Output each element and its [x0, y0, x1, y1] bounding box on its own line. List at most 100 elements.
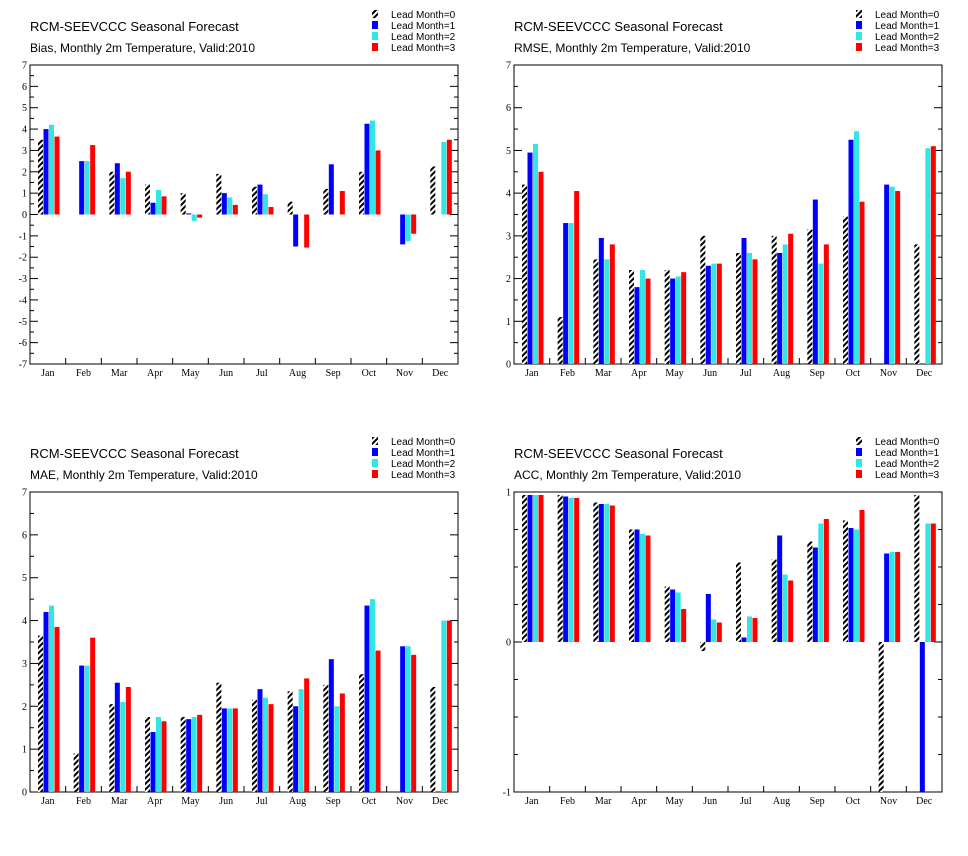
bar-mar-lead0 — [109, 704, 115, 792]
bar-jun-lead0 — [216, 682, 222, 792]
y-tick-label: 6 — [22, 82, 27, 93]
bar-jan-lead3 — [54, 627, 60, 792]
x-tick-label: Jan — [41, 368, 54, 379]
bar-nov-lead2 — [405, 646, 411, 792]
legend-swatch — [856, 470, 862, 478]
bar-nov-lead0 — [878, 642, 884, 792]
legend-swatch — [372, 448, 378, 456]
bar-feb-lead2 — [568, 223, 574, 364]
legend-swatch — [856, 21, 862, 29]
bar-jun-lead3 — [232, 204, 238, 215]
x-tick-label: May — [181, 368, 199, 379]
x-tick-label: Jun — [219, 368, 233, 379]
bar-dec-lead0 — [914, 495, 920, 642]
y-tick-label: 1 — [22, 189, 27, 200]
bar-sep-lead1 — [812, 199, 818, 364]
legend-label: Lead Month=0 — [391, 437, 456, 448]
chart-title: RCM-SEEVCCC Seasonal Forecast — [514, 19, 723, 34]
y-tick-label: 0 — [506, 638, 511, 649]
legend-label: Lead Month=3 — [391, 43, 456, 54]
x-tick-label: Dec — [916, 796, 933, 807]
legend-label: Lead Month=2 — [875, 459, 940, 470]
legend-label: Lead Month=3 — [391, 470, 456, 481]
bar-aug-lead0 — [287, 691, 293, 792]
bar-jul-lead2 — [747, 616, 752, 642]
bar-dec-lead3 — [446, 139, 452, 215]
bar-dec-lead1 — [919, 642, 925, 792]
bar-feb-lead2 — [84, 665, 90, 792]
y-tick-label: 7 — [22, 61, 27, 72]
bar-oct-lead1 — [848, 139, 854, 364]
legend-label: Lead Month=2 — [875, 32, 940, 43]
legend-label: Lead Month=1 — [875, 21, 940, 32]
chart-title: RCM-SEEVCCC Seasonal Forecast — [30, 19, 239, 34]
bar-feb-lead2 — [84, 161, 90, 215]
bar-apr-lead2 — [156, 189, 161, 215]
bar-jun-lead0 — [700, 235, 706, 364]
bar-nov-lead3 — [895, 552, 901, 642]
y-tick-label: 5 — [506, 146, 511, 157]
bar-jul-lead3 — [752, 259, 758, 364]
x-tick-label: Jul — [740, 796, 752, 807]
bar-sep-lead2 — [818, 523, 824, 642]
bar-sep-lead2 — [818, 263, 824, 364]
x-tick-label: Dec — [432, 368, 449, 379]
x-tick-label: Feb — [560, 796, 575, 807]
bar-jan-lead3 — [538, 171, 544, 364]
bar-may-lead0 — [180, 717, 186, 792]
bar-nov-lead1 — [884, 184, 890, 364]
bar-jun-lead1 — [221, 193, 227, 215]
x-tick-label: May — [665, 796, 683, 807]
chart-panel-3: RCM-SEEVCCC Seasonal Forecast ACC, Monthl… — [503, 437, 943, 807]
bar-may-lead2 — [191, 717, 197, 792]
bar-oct-lead0 — [359, 674, 364, 792]
y-tick-label: -5 — [19, 317, 27, 328]
x-tick-label: Jul — [256, 368, 268, 379]
bar-oct-lead2 — [370, 599, 375, 792]
y-tick-label: 0 — [22, 788, 27, 799]
y-tick-label: 6 — [22, 530, 27, 541]
bar-feb-lead3 — [574, 498, 580, 642]
bar-aug-lead1 — [777, 252, 783, 364]
bar-aug-lead0 — [771, 559, 777, 642]
bar-jan-lead3 — [538, 495, 544, 642]
bar-jan-lead1 — [43, 612, 49, 792]
x-tick-label: Oct — [362, 368, 377, 379]
bar-feb-lead3 — [574, 191, 580, 364]
x-tick-label: Sep — [326, 368, 341, 379]
y-tick-label: 7 — [506, 61, 511, 72]
legend-swatch — [856, 10, 862, 18]
bar-jul-lead3 — [268, 704, 274, 792]
bar-nov-lead1 — [400, 646, 406, 792]
bar-sep-lead0 — [323, 684, 329, 792]
bar-mar-lead0 — [109, 171, 115, 215]
bar-feb-lead0 — [557, 495, 563, 642]
legend-label: Lead Month=0 — [875, 437, 940, 448]
bar-oct-lead1 — [364, 605, 370, 792]
bar-feb-lead1 — [563, 223, 569, 364]
bar-nov-lead2 — [889, 552, 895, 642]
x-tick-label: Oct — [846, 796, 861, 807]
bar-jan-lead3 — [54, 136, 60, 215]
bar-mar-lead0 — [593, 259, 599, 364]
bar-may-lead0 — [664, 270, 670, 364]
x-tick-label: Mar — [111, 796, 128, 807]
bar-may-lead2 — [675, 276, 681, 364]
bar-oct-lead1 — [848, 528, 854, 642]
bar-oct-lead3 — [375, 650, 381, 792]
y-tick-label: 5 — [22, 103, 27, 114]
chart-title: RCM-SEEVCCC Seasonal Forecast — [30, 446, 239, 461]
bar-may-lead3 — [197, 214, 203, 218]
y-tick-label: 3 — [506, 231, 511, 242]
bar-jul-lead2 — [747, 252, 752, 364]
bar-may-lead3 — [681, 609, 687, 642]
bar-nov-lead3 — [895, 191, 901, 364]
x-tick-label: Aug — [773, 368, 790, 379]
y-tick-label: 1 — [22, 745, 27, 756]
x-tick-label: Apr — [631, 796, 647, 807]
bar-dec-lead0 — [430, 166, 436, 215]
bar-jan-lead1 — [43, 129, 49, 215]
bar-apr-lead1 — [150, 732, 156, 792]
bar-apr-lead0 — [145, 184, 150, 215]
